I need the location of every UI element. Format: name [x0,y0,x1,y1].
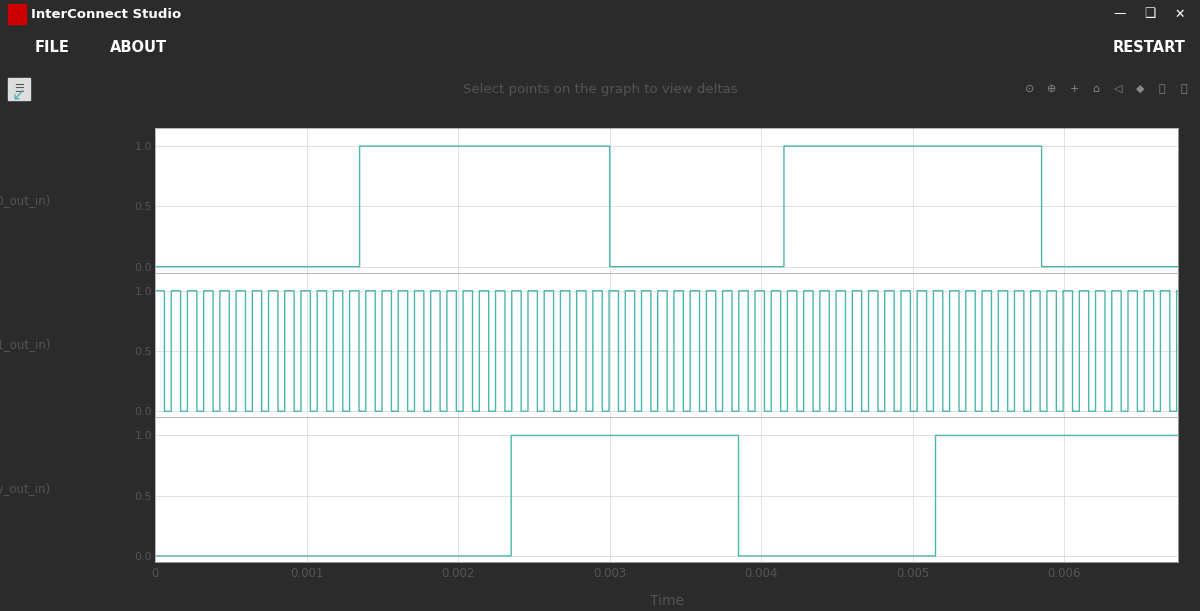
Y-axis label: v(dff0_out_in): v(dff0_out_in) [0,194,52,207]
Text: ⓘ: ⓘ [1181,84,1187,94]
Y-axis label: v(dff1_out_in): v(dff1_out_in) [0,338,52,351]
Text: ◆: ◆ [1135,84,1145,94]
X-axis label: Time: Time [649,594,684,608]
Text: FILE: FILE [35,40,70,56]
Text: +: + [1069,84,1079,94]
Bar [8,78,30,100]
Text: ↙: ↙ [12,86,26,104]
Y-axis label: v(dly_out_in): v(dly_out_in) [0,483,52,496]
Text: ☰: ☰ [14,84,24,94]
Text: ◁: ◁ [1114,84,1122,94]
Text: RESTART: RESTART [1112,40,1186,56]
Text: ❑: ❑ [1145,7,1156,21]
Text: ✕: ✕ [1175,7,1186,21]
Text: ⊙: ⊙ [1025,84,1034,94]
Text: —: — [1114,7,1127,21]
Text: 📌: 📌 [1159,84,1165,94]
Text: Select points on the graph to view deltas: Select points on the graph to view delta… [463,82,737,95]
Bar [8,4,26,24]
Text: ABOUT: ABOUT [110,40,167,56]
Text: ⌂: ⌂ [1092,84,1099,94]
Text: InterConnect Studio: InterConnect Studio [31,7,181,21]
Text: ⊕: ⊕ [1048,84,1057,94]
